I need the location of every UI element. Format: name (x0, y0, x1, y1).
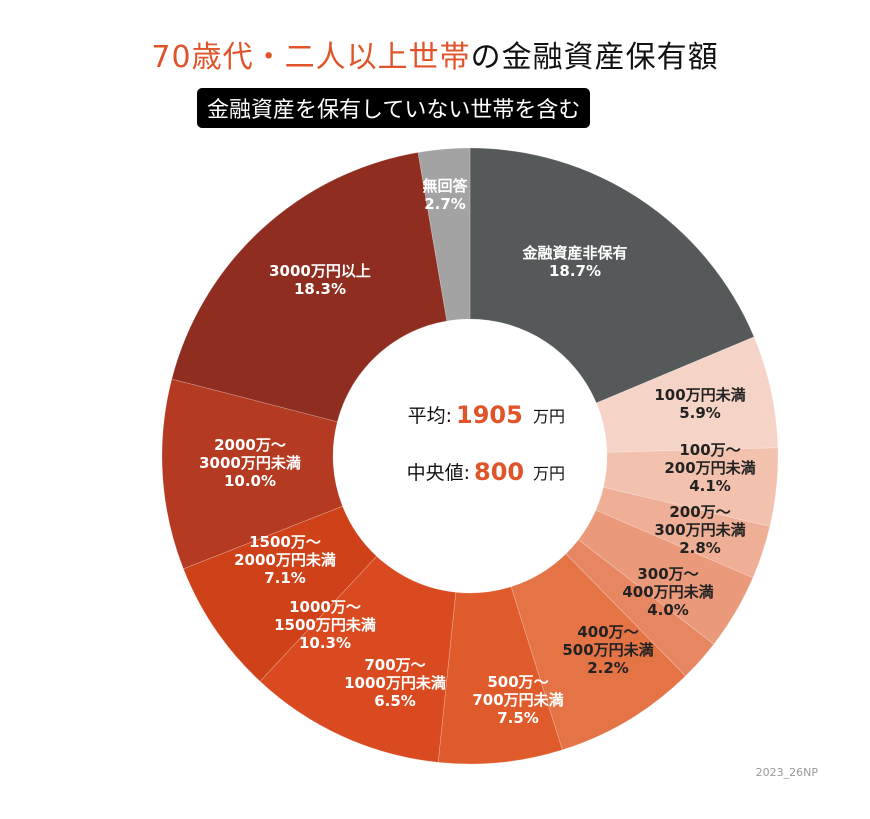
mean-label: 平均: (408, 405, 452, 427)
center-summary: 平均: 1905 万円 中央値: 800 万円 (407, 401, 565, 486)
chart-title: 70歳代・二人以上世帯の金融資産保有額 (0, 32, 870, 76)
slice-label: 無回答 2.7% (422, 177, 468, 213)
slice-label: 2000万～ 3000万円未満 10.0% (199, 436, 301, 490)
slice-category: 3000万円以上 (269, 262, 371, 280)
slice-label: 金融資産非保有 18.7% (521, 244, 627, 280)
donut-slice (417, 147, 471, 322)
title-rest: の金融資産保有額 (470, 40, 719, 75)
slice-category: 500万～ (487, 673, 548, 691)
slice-percent: 10.0% (224, 472, 276, 490)
donut-slice (183, 505, 378, 682)
slice-category: 400万円未満 (622, 583, 713, 601)
slice-category: 500万円未満 (562, 641, 653, 659)
slice-label: 100万～ 200万円未満 4.1% (664, 441, 755, 495)
donut-slice (437, 586, 563, 765)
credit-code: 2023_26NP (755, 766, 818, 779)
slice-category: 100万～ (679, 441, 740, 459)
median-unit: 万円 (533, 464, 565, 483)
slice-percent: 4.1% (689, 477, 731, 495)
slice-category: 700万～ (364, 656, 425, 674)
donut-slice (510, 553, 686, 751)
donut-slice (259, 555, 457, 763)
mean-unit: 万円 (533, 407, 565, 426)
slice-percent: 2.8% (679, 539, 721, 557)
slice-category: 700万円未満 (472, 691, 563, 709)
slice-category: 400万～ (577, 623, 638, 641)
slice-label: 200万～ 300万円未満 2.8% (654, 503, 745, 557)
slice-category: 3000万円未満 (199, 454, 301, 472)
donut-slice (469, 147, 755, 404)
title-accent: 70歳代・二人以上世帯 (151, 40, 471, 75)
slice-label: 400万～ 500万円未満 2.2% (562, 623, 653, 677)
slice-category: 200万円未満 (664, 459, 755, 477)
slice-category: 2000万～ (214, 436, 286, 454)
slice-label: 3000万円以上 18.3% (269, 262, 371, 298)
slice-percent: 18.7% (549, 262, 601, 280)
subtitle-badge: 金融資産を保有していない世帯を含む (197, 88, 591, 128)
slice-percent: 10.3% (299, 634, 351, 652)
slice-percent: 7.1% (264, 569, 306, 587)
slice-label: 1000万～ 1500万円未満 10.3% (274, 598, 376, 652)
slice-category: 無回答 (422, 177, 468, 195)
slice-percent: 6.5% (374, 692, 416, 710)
slice-category: 100万円未満 (654, 386, 745, 404)
slice-label: 1500万～ 2000万円未満 7.1% (234, 533, 336, 587)
slice-category: 1000万円未満 (344, 674, 446, 692)
slice-category: 300万円未満 (654, 521, 745, 539)
slice-category: 1500万～ (249, 533, 321, 551)
slice-category: 200万～ (669, 503, 730, 521)
donut-slice (171, 152, 448, 423)
slice-label: 500万～ 700万円未満 7.5% (472, 673, 563, 727)
donut-slice (603, 447, 779, 527)
slice-label: 300万～ 400万円未満 4.0% (622, 565, 713, 619)
slice-percent: 7.5% (497, 709, 539, 727)
median-label: 中央値: (407, 462, 470, 484)
slice-percent: 2.2% (587, 659, 629, 677)
slice-category: 2000万円未満 (234, 551, 336, 569)
slice-category: 1000万～ (289, 598, 361, 616)
slice-label: 700万～ 1000万円未満 6.5% (344, 656, 446, 710)
slice-percent: 2.7% (424, 195, 466, 213)
slice-percent: 5.9% (679, 404, 721, 422)
slice-category: 300万～ (637, 565, 698, 583)
donut-slice (161, 378, 343, 570)
slice-percent: 18.3% (294, 280, 346, 298)
slice-label: 100万円未満 5.9% (654, 386, 745, 422)
slice-percent: 4.0% (647, 601, 689, 619)
donut-slice (578, 509, 754, 645)
slice-category: 金融資産非保有 (521, 244, 627, 262)
slice-category: 1500万円未満 (274, 616, 376, 634)
mean-value: 1905 (456, 401, 523, 429)
median-value: 800 (474, 458, 524, 486)
